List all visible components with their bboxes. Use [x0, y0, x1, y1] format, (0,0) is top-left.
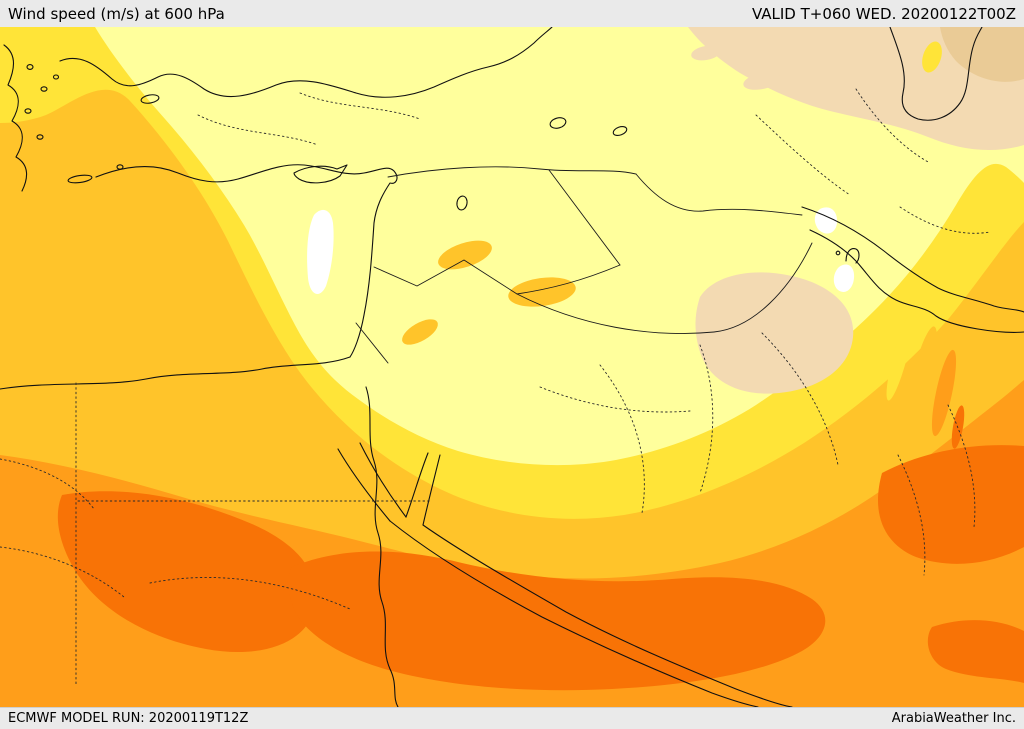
levant-coast: [349, 222, 375, 358]
country-borders: [355, 166, 813, 364]
cyprus-island: [293, 164, 348, 184]
border-iraq-iran: [635, 173, 803, 216]
contour-beige-corner: [940, 27, 1024, 82]
bahrain-island: [835, 250, 841, 256]
red-sea-coasts: [337, 442, 793, 707]
border-saudi-iraq: [516, 242, 813, 334]
contour-deep-orange-west: [57, 491, 316, 653]
blacksea-coast: [59, 27, 553, 98]
gulf-iran-coast: [801, 206, 1024, 313]
footer-bar: ECMWF MODEL RUN: 20200119T12Z ArabiaWeat…: [0, 707, 1024, 729]
gulf-arabia-coast: [809, 229, 1024, 333]
header-bar: Wind speed (m/s) at 600 hPa VALID T+060 …: [0, 0, 1024, 27]
map-title: Wind speed (m/s) at 600 hPa: [8, 4, 225, 23]
calm-gulf-south: [833, 264, 855, 292]
red-sea-arabian-coast: [422, 524, 793, 707]
gulf-of-aqaba-west: [405, 452, 429, 518]
map-area: [0, 27, 1024, 707]
crete-island: [67, 174, 93, 184]
caspian-sea-coast: [889, 27, 983, 121]
contour-beige-arabia: [695, 272, 854, 394]
attribution-label: ArabiaWeather Inc.: [891, 711, 1016, 726]
anatolia-lakes: [456, 117, 628, 211]
border-egypt-israel: [355, 322, 389, 364]
contour-deep-orange-east: [877, 445, 1024, 564]
border-turkey-syria: [387, 166, 637, 178]
admin-borders-dotted: [0, 88, 991, 686]
contour-gold-patches: [402, 240, 576, 345]
weather-map-svg: [0, 27, 1024, 707]
contour-fills: [0, 27, 1024, 707]
anatolia-south-coast: [95, 164, 398, 224]
qatar-peninsula: [845, 248, 860, 264]
persian-gulf-coasts: [801, 206, 1024, 333]
contour-beige-spots: [691, 45, 781, 90]
border-jordan-zigzag: [373, 259, 621, 295]
coastlines: [0, 27, 1024, 707]
red-sea-african-coast: [389, 520, 759, 707]
calm-levant: [307, 209, 334, 294]
contour-deep-orange-corner: [927, 620, 1024, 683]
gulf-of-suez-east: [359, 442, 407, 518]
north-africa-coast: [0, 356, 351, 390]
contour-yellow-caspian-spot: [922, 41, 942, 73]
model-run-label: ECMWF MODEL RUN: 20200119T12Z: [8, 711, 249, 726]
border-syria-iraq: [548, 169, 621, 266]
aegean-coast: [3, 44, 28, 192]
contour-deep-orange-core: [287, 551, 826, 691]
gulf-of-aqaba-east: [422, 454, 441, 526]
gulf-of-suez-west: [337, 448, 391, 522]
valid-time-label: VALID T+060 WED. 20200122T00Z: [751, 4, 1016, 23]
marmara-sea: [140, 94, 160, 104]
nile-river: [365, 386, 399, 707]
